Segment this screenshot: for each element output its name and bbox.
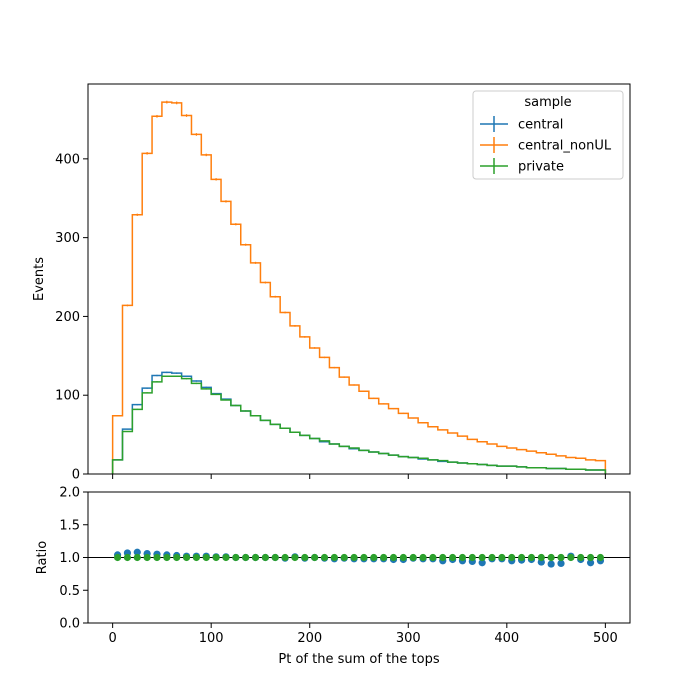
legend-title: sample xyxy=(524,95,571,110)
ratio-point-private-44 xyxy=(547,553,555,562)
x-tick-label-3: 300 xyxy=(396,631,421,646)
legend-entry-private: private xyxy=(480,158,564,175)
ratio-point-private-27 xyxy=(380,553,388,562)
ratio-point-private-11 xyxy=(222,553,230,562)
ratio-point-private-18 xyxy=(291,553,299,562)
ratio-point-private-6 xyxy=(173,553,181,562)
ratio-point-private-29 xyxy=(399,553,407,562)
series-private xyxy=(111,375,607,474)
ratio-series-private xyxy=(113,553,605,562)
legend-label-central: central xyxy=(518,118,563,133)
ratio-point-private-48 xyxy=(586,553,595,562)
legend-entry-central: central xyxy=(480,116,563,133)
ratio-point-private-7 xyxy=(182,553,191,562)
ratio-point-private-46 xyxy=(567,553,575,562)
y-tick-label-main-3: 300 xyxy=(55,231,80,246)
main-frame xyxy=(87,83,631,475)
ratio-point-private-23 xyxy=(340,553,348,562)
ratio-point-private-26 xyxy=(370,553,378,562)
x-tick-label-1: 100 xyxy=(199,631,224,646)
ratio-point-private-5 xyxy=(163,553,171,562)
ratio-point-private-17 xyxy=(281,553,289,562)
ratio-point-private-24 xyxy=(350,553,358,562)
ratio-point-central-45 xyxy=(557,559,565,567)
legend-label-central_nonUL: central_nonUL xyxy=(518,139,612,154)
y-tick-label-main-1: 100 xyxy=(55,389,80,404)
ratio-point-private-14 xyxy=(251,553,260,562)
ratio-point-private-25 xyxy=(360,553,368,562)
step-line-central_nonUL xyxy=(111,101,607,474)
step-line-private xyxy=(111,375,607,474)
ratio-point-private-10 xyxy=(212,553,220,562)
y-tick-label-ratio-2: 1.0 xyxy=(59,551,80,566)
ratio-point-private-9 xyxy=(202,553,210,562)
series-central_nonUL xyxy=(111,100,607,474)
y-tick-label-ratio-4: 2.0 xyxy=(59,486,80,501)
ratio-point-private-42 xyxy=(527,553,536,562)
y-tick-label-ratio-0: 0.0 xyxy=(59,617,80,632)
y-tick-label-ratio-1: 0.5 xyxy=(59,584,80,599)
ratio-point-private-47 xyxy=(577,553,585,562)
legend-entry-central_nonUL: central_nonUL xyxy=(480,137,612,154)
ratio-point-private-41 xyxy=(518,553,526,562)
ratio-point-private-30 xyxy=(409,553,417,562)
ratio-point-private-37 xyxy=(478,553,486,562)
y-axis-title-ratio: Ratio xyxy=(35,541,50,574)
ratio-point-central-37 xyxy=(478,559,486,567)
ratio-point-private-21 xyxy=(320,553,329,562)
ratio-panel: 0.0 0.5 1.0 1.5 2.0 0 100 200 300 400 500 xyxy=(59,486,631,646)
legend-label-private: private xyxy=(518,160,564,175)
ratio-point-private-13 xyxy=(242,553,250,562)
main-panel: 0 100 200 300 400 xyxy=(55,83,631,483)
y-tick-label-main-0: 0 xyxy=(72,468,80,483)
ratio-point-private-31 xyxy=(419,553,427,562)
ratio-point-private-1 xyxy=(123,553,132,562)
y-axis-title-main: Events xyxy=(32,257,47,301)
ratio-point-private-32 xyxy=(429,553,437,562)
ratio-point-central-48 xyxy=(586,559,595,567)
ratio-point-private-28 xyxy=(389,553,398,562)
ratio-point-private-38 xyxy=(488,553,496,562)
ratio-point-private-12 xyxy=(232,553,240,562)
x-tick-label-0: 0 xyxy=(108,631,116,646)
ratio-point-private-2 xyxy=(133,553,141,562)
x-tick-label-5: 500 xyxy=(593,631,618,646)
ratio-point-private-22 xyxy=(330,553,338,562)
legend-frame xyxy=(472,90,624,180)
ratio-point-private-19 xyxy=(301,553,309,562)
ratio-point-central-44 xyxy=(547,560,555,568)
ratio-point-private-39 xyxy=(498,553,506,562)
y-tick-label-main-2: 200 xyxy=(55,310,80,325)
ratio-point-private-34 xyxy=(449,553,457,562)
ratio-point-private-0 xyxy=(113,553,122,562)
y-tick-label-ratio-3: 1.5 xyxy=(59,518,80,533)
ratio-point-private-20 xyxy=(311,553,319,562)
x-tick-label-4: 400 xyxy=(494,631,519,646)
ratio-point-central-2 xyxy=(133,548,141,556)
ratio-point-private-43 xyxy=(537,553,545,562)
x-axis-title: Pt of the sum of the tops xyxy=(278,652,439,667)
ratio-point-private-4 xyxy=(153,553,161,562)
ratio-point-private-49 xyxy=(596,553,605,562)
ratio-point-private-35 xyxy=(458,553,467,562)
y-tick-label-main-4: 400 xyxy=(55,152,80,167)
ratio-point-private-16 xyxy=(271,553,279,562)
ratio-point-private-33 xyxy=(439,553,447,562)
ratio-point-private-15 xyxy=(261,553,269,562)
x-tick-label-2: 200 xyxy=(297,631,322,646)
ratio-point-private-8 xyxy=(192,553,200,562)
ratio-point-private-45 xyxy=(557,553,565,562)
ratio-point-private-3 xyxy=(143,553,151,562)
ratio-point-private-36 xyxy=(468,553,476,562)
ratio-point-private-40 xyxy=(508,553,516,562)
